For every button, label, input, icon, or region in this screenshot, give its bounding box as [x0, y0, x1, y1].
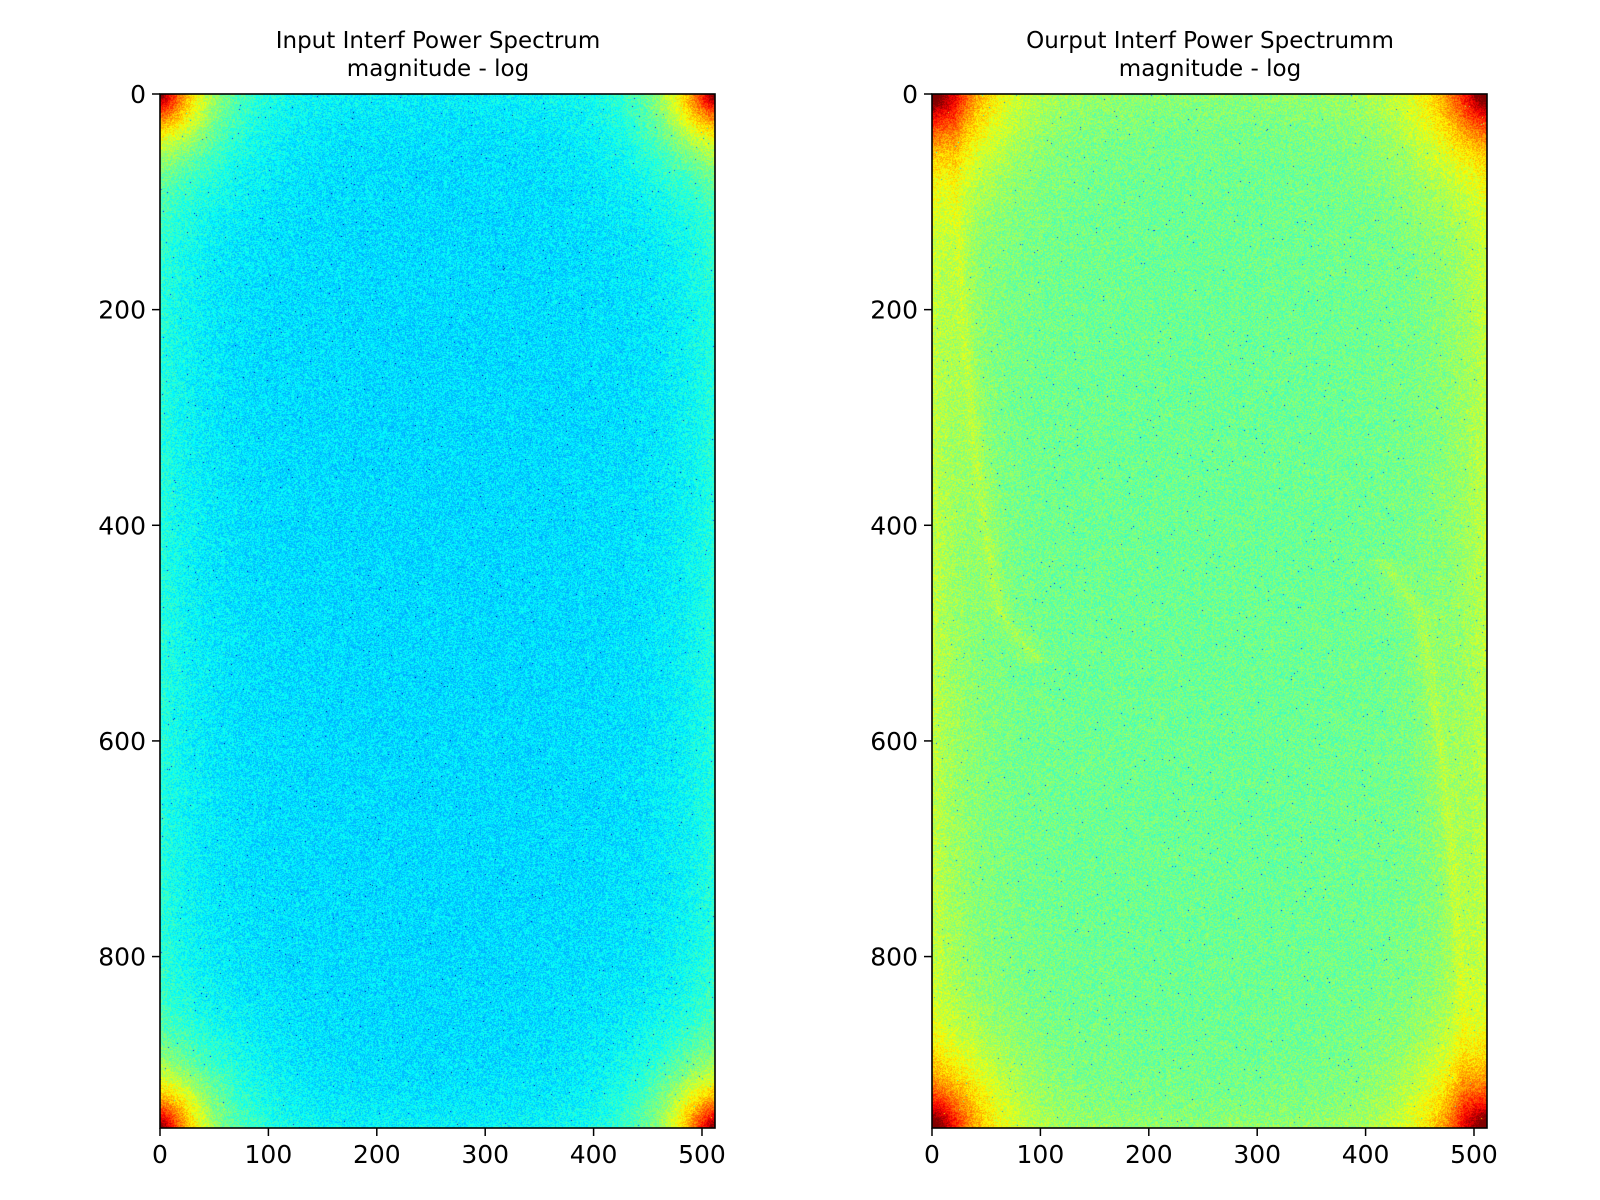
right-xtick-label: 0 — [924, 1140, 940, 1169]
right-xtick-label: 300 — [1233, 1140, 1281, 1169]
right-xtick-label: 200 — [1125, 1140, 1173, 1169]
left-title-line2: magnitude - log — [347, 56, 529, 82]
right-ytick-label: 200 — [870, 296, 918, 325]
right-heatmap-wrapper — [932, 94, 1487, 1128]
left-ytick-label: 0 — [130, 80, 146, 109]
right-ytick-label: 0 — [902, 80, 918, 109]
left-ytick-label: 600 — [98, 727, 146, 756]
left-ytick-label: 200 — [98, 296, 146, 325]
right-ytick-label: 800 — [870, 943, 918, 972]
left-heatmap-wrapper — [160, 94, 715, 1128]
right-heatmap — [932, 94, 1487, 1128]
right-panel: Ourput Interf Power Spectrumm magnitude … — [870, 28, 1498, 1169]
right-xtick-label: 500 — [1450, 1140, 1498, 1169]
right-xtick-label: 400 — [1342, 1140, 1390, 1169]
right-axes-frame — [931, 93, 1488, 1129]
right-xtick-label: 100 — [1017, 1140, 1065, 1169]
left-axes-frame — [159, 93, 716, 1129]
right-ticks: 0 100 200 300 400 500 0 200 400 600 800 — [870, 80, 1498, 1169]
left-title-line1: Input Interf Power Spectrum — [276, 28, 601, 54]
left-ytick-label: 800 — [98, 943, 146, 972]
right-title-line2: magnitude - log — [1119, 56, 1301, 82]
left-xtick-label: 500 — [678, 1140, 726, 1169]
left-xtick-label: 300 — [461, 1140, 509, 1169]
left-ticks: 0 100 200 300 400 500 0 200 400 600 800 — [98, 80, 726, 1169]
right-ytick-label: 400 — [870, 511, 918, 540]
left-xtick-label: 400 — [570, 1140, 618, 1169]
left-xtick-label: 100 — [245, 1140, 293, 1169]
left-panel: Input Interf Power Spectrum magnitude - … — [98, 28, 726, 1169]
left-heatmap — [160, 94, 715, 1128]
left-xtick-label: 0 — [152, 1140, 168, 1169]
left-xtick-label: 200 — [353, 1140, 401, 1169]
right-title-line1: Ourput Interf Power Spectrumm — [1026, 28, 1394, 54]
right-ytick-label: 600 — [870, 727, 918, 756]
left-ytick-label: 400 — [98, 511, 146, 540]
